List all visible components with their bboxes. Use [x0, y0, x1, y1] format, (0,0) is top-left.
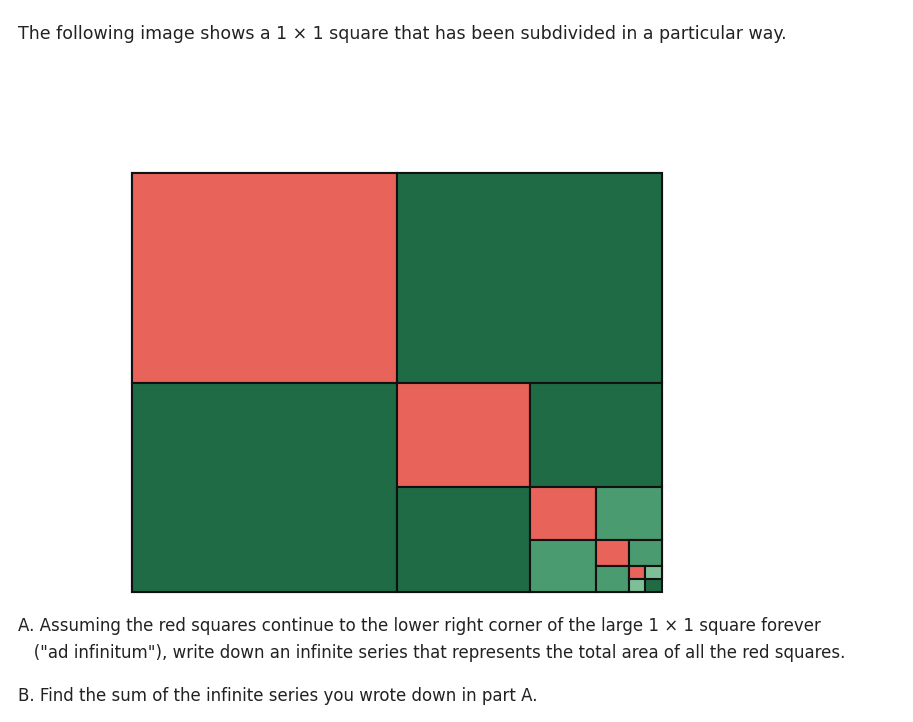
Bar: [132, 173, 662, 592]
Bar: [530, 487, 595, 540]
Bar: [530, 383, 662, 487]
Bar: [629, 579, 645, 592]
Bar: [595, 540, 629, 566]
Text: A. Assuming the red squares continue to the lower right corner of the large 1 × : A. Assuming the red squares continue to …: [18, 617, 845, 661]
Bar: [645, 566, 662, 579]
Bar: [629, 566, 645, 579]
Bar: [397, 487, 530, 592]
Bar: [530, 540, 595, 592]
Bar: [595, 487, 662, 540]
Bar: [397, 173, 662, 383]
Bar: [629, 540, 662, 566]
Bar: [132, 383, 397, 592]
Text: The following image shows a 1 × 1 square that has been subdivided in a particula: The following image shows a 1 × 1 square…: [18, 25, 787, 43]
Text: B. Find the sum of the infinite series you wrote down in part A.: B. Find the sum of the infinite series y…: [18, 687, 538, 705]
Bar: [397, 383, 530, 487]
Bar: [132, 173, 397, 383]
Bar: [595, 566, 629, 592]
